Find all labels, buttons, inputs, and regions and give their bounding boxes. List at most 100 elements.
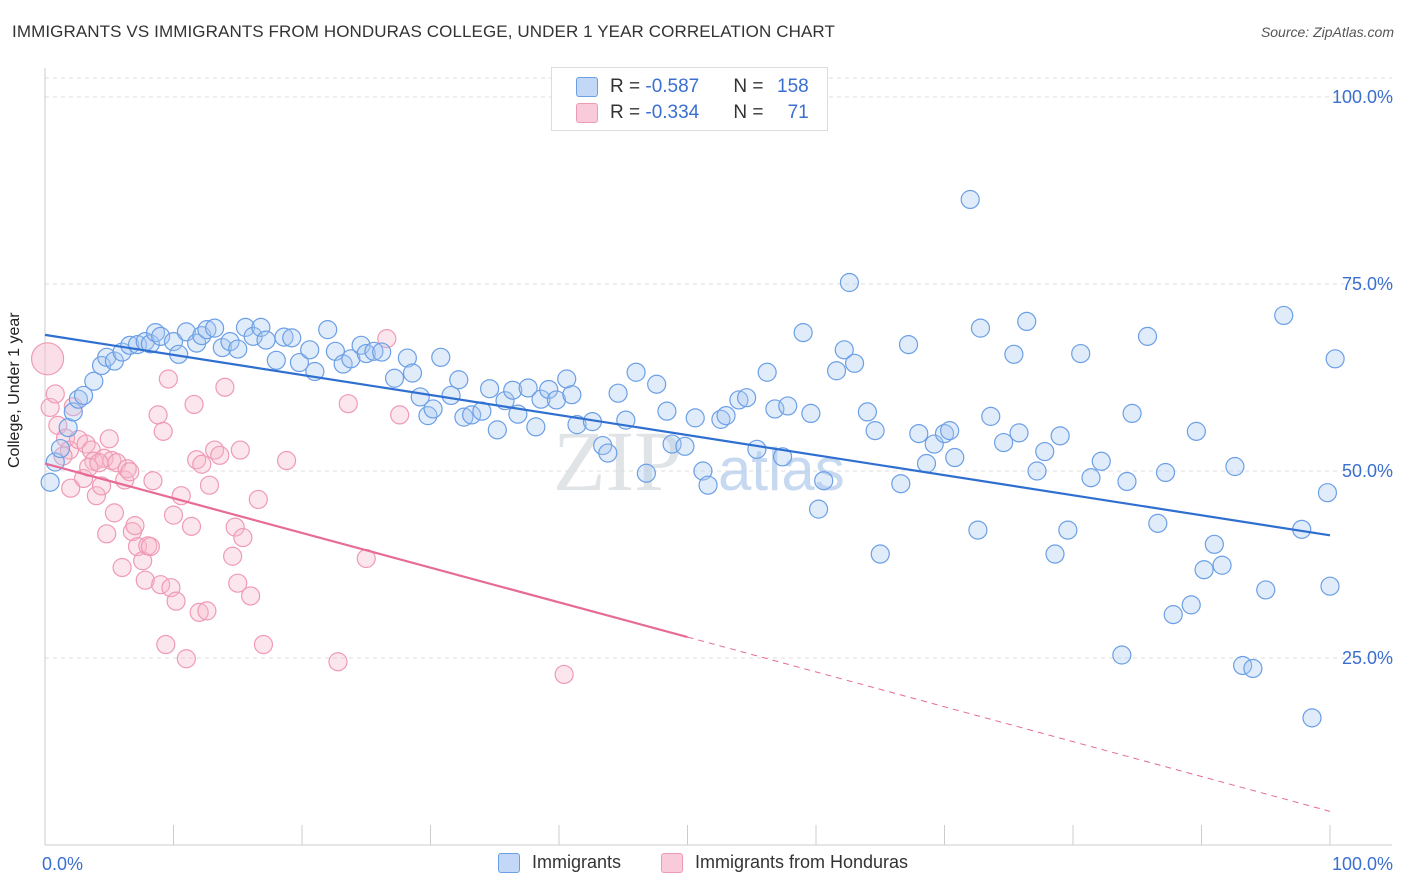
point-immigrants [834,340,854,360]
point-immigrants [808,499,829,519]
y-tick-label: 75.0% [1342,274,1393,294]
point-immigrants [1274,305,1294,326]
point-immigrants [898,334,919,355]
point-honduras [158,369,178,389]
point-honduras [148,405,168,425]
point-honduras [248,489,268,510]
point-immigrants [1137,326,1158,346]
y-tick-labels: 25.0% 50.0% 75.0% 100.0% [1332,87,1393,668]
point-immigrants [1163,605,1183,625]
legend-r-value: -0.334 [645,102,700,123]
legend-swatch-immigrants [497,852,520,873]
point-immigrants [981,406,1001,426]
point-immigrants [402,363,423,383]
point-immigrants [698,475,718,495]
point-immigrants [636,463,656,483]
y-tick-label: 25.0% [1342,648,1393,668]
correlation-legend: R = -0.587 N = 158 R = -0.334 N = 71 [551,67,828,131]
y-axis-label: College, Under 1 year [6,312,23,468]
point-immigrants [282,328,302,348]
point-honduras [390,405,410,425]
point-immigrants [372,342,392,362]
point-immigrants [546,390,567,410]
point-immigrants [778,396,798,416]
point-immigrants [968,520,988,540]
point-immigrants [289,352,310,373]
point-honduras [181,516,202,536]
point-immigrants [1325,349,1345,369]
point-honduras [104,503,124,523]
chart-title: IMMIGRANTS VS IMMIGRANTS FROM HONDURAS C… [12,22,835,41]
point-immigrants [140,334,160,354]
legend-swatch-immigrants [576,77,598,97]
point-honduras [199,475,220,495]
x-tick-labels: 0.0% 100.0% [42,854,1393,874]
point-immigrants [364,341,384,361]
point-immigrants [145,323,166,343]
point-immigrants [356,343,376,364]
point-honduras [215,377,235,397]
point-immigrants [480,379,500,399]
legend-r-label: R = [610,76,646,97]
point-immigrants [266,350,286,370]
point-immigrants [462,405,482,425]
point-immigrants [891,474,911,494]
point-immigrants [228,339,248,359]
point-immigrants [251,317,271,337]
point-immigrants [318,320,338,340]
point-immigrants [256,330,276,350]
point-honduras [338,394,358,414]
point-immigrants [562,385,582,405]
point-immigrants [397,348,417,368]
point-immigrants [449,370,469,390]
point-immigrants [384,368,405,388]
point-honduras [89,453,109,473]
point-immigrants [84,371,104,391]
legend-n-value: 71 [787,102,809,123]
point-immigrants [487,420,507,440]
trend-lines [44,333,1331,812]
point-immigrants [300,340,320,360]
point-honduras [99,429,119,449]
point-immigrants [994,432,1014,453]
point-immigrants [909,424,929,444]
point-immigrants [1320,576,1340,596]
point-immigrants [711,409,731,429]
point-honduras [233,527,253,548]
point-honduras [45,384,65,404]
point-immigrants [423,399,443,419]
point-honduras [156,634,176,655]
series-honduras-points [30,329,574,685]
point-immigrants [657,401,677,421]
point-immigrants [1122,403,1142,424]
point-immigrants [1045,544,1065,564]
point-honduras [86,486,107,506]
legend-r-label: R = [610,102,646,123]
point-honduras [143,471,163,491]
point-honduras [91,476,112,496]
point-immigrants [826,361,847,381]
point-immigrants [934,424,955,444]
series-legend: Immigrants Immigrants from Honduras [0,852,1406,873]
point-immigrants [729,390,749,410]
point-immigrants [1081,468,1101,488]
point-honduras [241,586,261,606]
y-tick-label: 50.0% [1342,461,1393,481]
point-immigrants [608,383,628,403]
point-immigrants [945,447,965,468]
point-honduras [163,505,184,525]
point-immigrants [503,380,523,400]
point-honduras [225,517,245,537]
point-honduras [205,440,225,460]
point-immigrants [960,189,980,210]
point-immigrants [865,421,885,441]
point-honduras [76,434,96,454]
point-immigrants [757,362,777,382]
point-honduras [210,445,230,465]
legend-label-immigrants: Immigrants [531,852,621,872]
point-immigrants [598,443,618,463]
point-honduras [176,649,196,669]
point-honduras [223,546,243,566]
point-immigrants [647,374,667,394]
point-immigrants [1071,343,1091,364]
